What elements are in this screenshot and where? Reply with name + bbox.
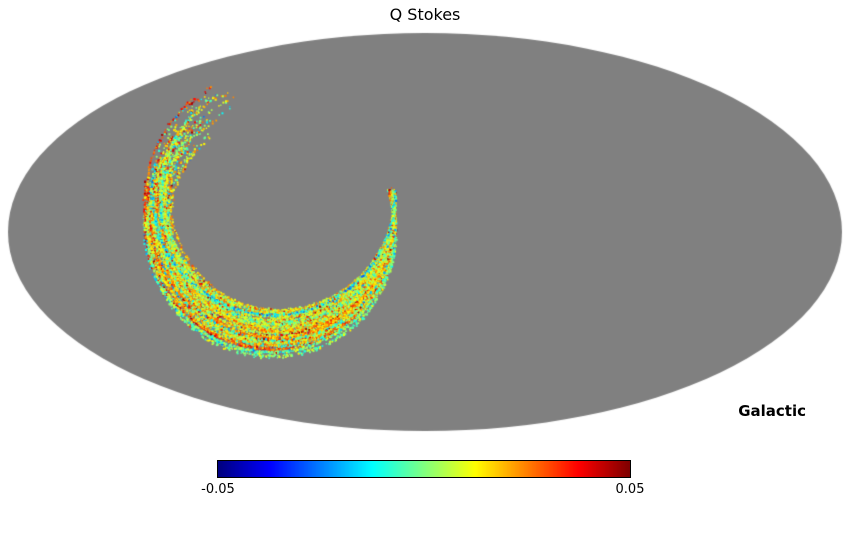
coordinate-frame-label: Galactic [738,402,806,420]
colorbar-max-label: 0.05 [615,482,645,497]
colorbar [217,460,631,478]
colorbar-min-label: -0.05 [201,482,235,497]
sky-map-canvas [0,0,850,450]
chart-title: Q Stokes [389,5,461,24]
